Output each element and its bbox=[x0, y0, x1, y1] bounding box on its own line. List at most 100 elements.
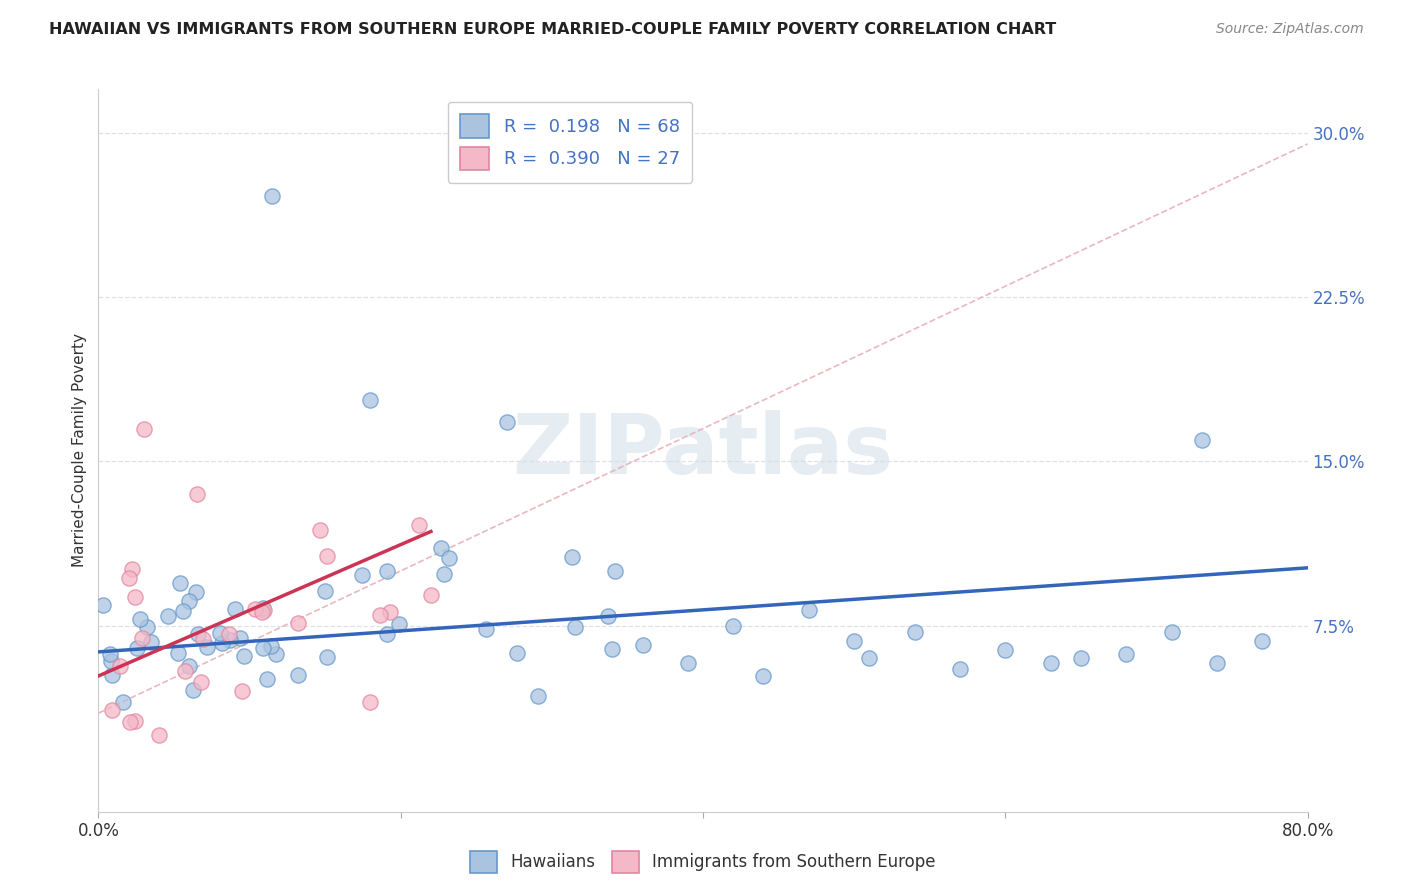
Point bbox=[631, 638, 654, 652]
Point bbox=[526, 689, 548, 703]
Point bbox=[752, 669, 775, 683]
Point bbox=[100, 654, 122, 668]
Point bbox=[167, 646, 190, 660]
Point bbox=[250, 606, 273, 620]
Point bbox=[904, 625, 927, 640]
Point bbox=[475, 622, 498, 636]
Point bbox=[117, 571, 139, 585]
Point bbox=[231, 683, 253, 698]
Point bbox=[600, 642, 623, 657]
Point bbox=[108, 659, 131, 673]
Point bbox=[172, 604, 194, 618]
Point bbox=[949, 662, 972, 676]
Point bbox=[1039, 656, 1062, 670]
Point bbox=[844, 634, 866, 648]
Point bbox=[994, 642, 1017, 657]
Text: ZIPatlas: ZIPatlas bbox=[513, 410, 893, 491]
Point bbox=[1191, 433, 1213, 447]
Point bbox=[148, 728, 170, 742]
Point bbox=[256, 672, 278, 686]
Point bbox=[1206, 656, 1229, 670]
Point bbox=[191, 632, 214, 646]
Point bbox=[368, 607, 391, 622]
Point bbox=[156, 608, 179, 623]
Point bbox=[1070, 651, 1092, 665]
Point bbox=[605, 565, 627, 579]
Point bbox=[252, 600, 274, 615]
Point bbox=[419, 588, 441, 602]
Point bbox=[121, 561, 143, 575]
Point bbox=[506, 646, 529, 660]
Point bbox=[229, 631, 252, 645]
Point bbox=[375, 564, 398, 578]
Point bbox=[136, 620, 159, 634]
Point bbox=[120, 715, 142, 730]
Point bbox=[224, 602, 246, 616]
Point bbox=[111, 695, 134, 709]
Point bbox=[132, 421, 155, 435]
Point bbox=[252, 640, 274, 655]
Point bbox=[183, 683, 205, 698]
Point bbox=[101, 703, 124, 717]
Point bbox=[187, 626, 209, 640]
Point bbox=[139, 635, 162, 649]
Legend: Hawaiians, Immigrants from Southern Europe: Hawaiians, Immigrants from Southern Euro… bbox=[464, 845, 942, 880]
Point bbox=[91, 598, 114, 612]
Point bbox=[101, 668, 124, 682]
Point bbox=[1251, 634, 1274, 648]
Point bbox=[218, 632, 240, 647]
Point bbox=[437, 551, 460, 566]
Point bbox=[124, 714, 146, 728]
Point bbox=[287, 615, 309, 630]
Point bbox=[1160, 625, 1182, 640]
Point bbox=[360, 695, 382, 709]
Point bbox=[184, 585, 207, 599]
Point bbox=[100, 647, 122, 661]
Point bbox=[797, 603, 820, 617]
Point bbox=[208, 626, 231, 640]
Point bbox=[598, 609, 620, 624]
Point bbox=[564, 619, 586, 633]
Point bbox=[218, 627, 240, 641]
Point bbox=[124, 590, 146, 604]
Legend: R =  0.198   N = 68, R =  0.390   N = 27: R = 0.198 N = 68, R = 0.390 N = 27 bbox=[447, 102, 692, 183]
Text: HAWAIIAN VS IMMIGRANTS FROM SOUTHERN EUROPE MARRIED-COUPLE FAMILY POVERTY CORREL: HAWAIIAN VS IMMIGRANTS FROM SOUTHERN EUR… bbox=[49, 22, 1056, 37]
Point bbox=[378, 606, 401, 620]
Point bbox=[127, 640, 149, 655]
Point bbox=[190, 675, 212, 690]
Point bbox=[195, 640, 218, 654]
Point bbox=[314, 584, 336, 599]
Point bbox=[408, 517, 430, 532]
Point bbox=[375, 627, 398, 641]
Point bbox=[186, 487, 208, 501]
Point bbox=[561, 549, 583, 564]
Point bbox=[264, 647, 287, 661]
Point bbox=[129, 612, 152, 626]
Point bbox=[676, 656, 699, 670]
Point bbox=[243, 602, 266, 616]
Point bbox=[287, 668, 309, 682]
Point bbox=[360, 393, 382, 408]
Point bbox=[433, 567, 456, 582]
Point bbox=[1115, 647, 1137, 661]
Point bbox=[350, 568, 373, 582]
Text: Source: ZipAtlas.com: Source: ZipAtlas.com bbox=[1216, 22, 1364, 37]
Y-axis label: Married-Couple Family Poverty: Married-Couple Family Poverty bbox=[72, 334, 87, 567]
Point bbox=[858, 651, 880, 665]
Point bbox=[211, 636, 233, 650]
Point bbox=[316, 549, 339, 563]
Point bbox=[233, 648, 256, 663]
Point bbox=[308, 524, 330, 538]
Point bbox=[316, 649, 339, 664]
Point bbox=[388, 617, 411, 632]
Point bbox=[262, 189, 284, 203]
Point bbox=[131, 631, 153, 645]
Point bbox=[429, 541, 451, 555]
Point bbox=[179, 594, 201, 608]
Point bbox=[174, 664, 197, 678]
Point bbox=[177, 659, 200, 673]
Point bbox=[260, 639, 283, 653]
Point bbox=[253, 602, 276, 616]
Point bbox=[495, 415, 517, 429]
Point bbox=[169, 576, 191, 591]
